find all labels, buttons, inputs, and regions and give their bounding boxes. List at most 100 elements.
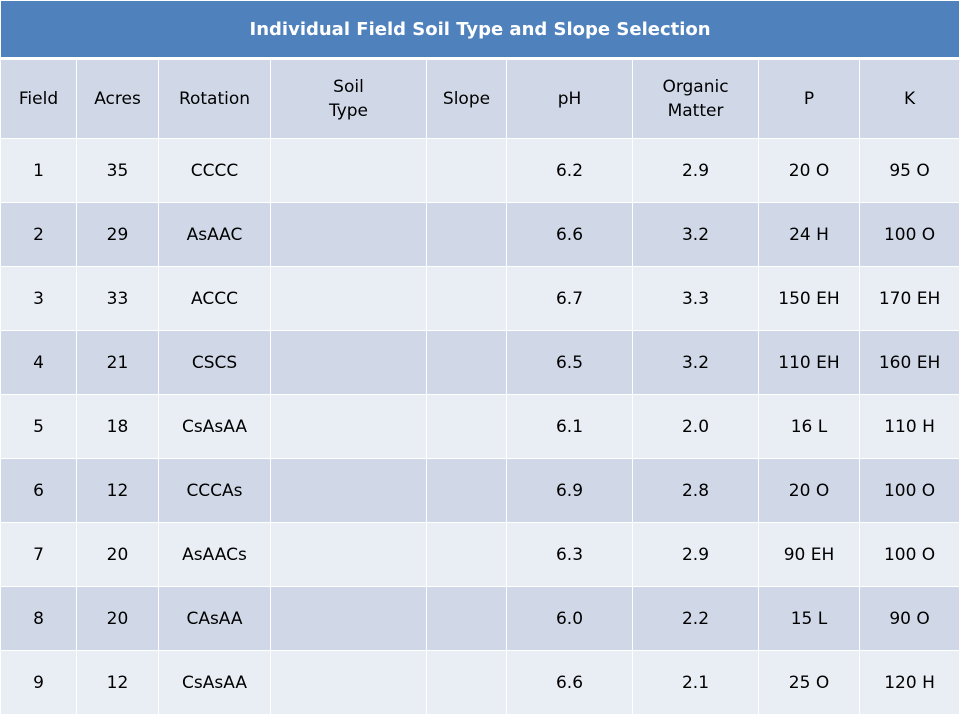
cell-p: 16 L bbox=[758, 394, 860, 459]
table-row: 8 20 CAsAA 6.0 2.2 15 L 90 O bbox=[0, 586, 960, 651]
cell-ph: 6.1 bbox=[506, 394, 633, 459]
cell-soil-type bbox=[270, 202, 427, 267]
cell-rotation: CAsAA bbox=[158, 586, 271, 651]
header-field: Field bbox=[0, 58, 77, 139]
cell-acres: 12 bbox=[76, 458, 159, 523]
cell-organic-matter: 3.2 bbox=[632, 330, 759, 395]
table-title-row: Individual Field Soil Type and Slope Sel… bbox=[0, 0, 960, 60]
cell-organic-matter: 2.9 bbox=[632, 138, 759, 203]
cell-rotation: CCCAs bbox=[158, 458, 271, 523]
header-soil-type: Soil Type bbox=[270, 58, 427, 139]
cell-slope bbox=[426, 458, 507, 523]
cell-p: 150 EH bbox=[758, 266, 860, 331]
cell-slope bbox=[426, 522, 507, 587]
cell-k: 90 O bbox=[858, 586, 960, 651]
header-k: K bbox=[858, 58, 960, 139]
table-row: 6 12 CCCAs 6.9 2.8 20 O 100 O bbox=[0, 458, 960, 523]
cell-organic-matter: 2.1 bbox=[632, 650, 759, 715]
cell-acres: 21 bbox=[76, 330, 159, 395]
cell-soil-type bbox=[270, 330, 427, 395]
cell-slope bbox=[426, 266, 507, 331]
table-title: Individual Field Soil Type and Slope Sel… bbox=[0, 0, 960, 60]
cell-slope bbox=[426, 330, 507, 395]
header-ph: pH bbox=[506, 58, 633, 139]
cell-ph: 6.3 bbox=[506, 522, 633, 587]
cell-rotation: AsAACs bbox=[158, 522, 271, 587]
cell-soil-type bbox=[270, 458, 427, 523]
header-slope: Slope bbox=[426, 58, 507, 139]
cell-slope bbox=[426, 586, 507, 651]
cell-organic-matter: 3.2 bbox=[632, 202, 759, 267]
cell-p: 110 EH bbox=[758, 330, 860, 395]
cell-k: 160 EH bbox=[858, 330, 960, 395]
header-acres: Acres bbox=[76, 58, 159, 139]
cell-k: 110 H bbox=[858, 394, 960, 459]
cell-ph: 6.6 bbox=[506, 202, 633, 267]
cell-field: 9 bbox=[0, 650, 77, 715]
cell-organic-matter: 2.0 bbox=[632, 394, 759, 459]
cell-k: 100 O bbox=[858, 522, 960, 587]
cell-slope bbox=[426, 394, 507, 459]
cell-acres: 12 bbox=[76, 650, 159, 715]
header-p: P bbox=[758, 58, 860, 139]
cell-rotation: CsAsAA bbox=[158, 394, 271, 459]
cell-ph: 6.6 bbox=[506, 650, 633, 715]
cell-field: 6 bbox=[0, 458, 77, 523]
cell-k: 170 EH bbox=[858, 266, 960, 331]
cell-slope bbox=[426, 650, 507, 715]
cell-ph: 6.9 bbox=[506, 458, 633, 523]
cell-soil-type bbox=[270, 394, 427, 459]
cell-ph: 6.5 bbox=[506, 330, 633, 395]
cell-field: 7 bbox=[0, 522, 77, 587]
cell-k: 120 H bbox=[858, 650, 960, 715]
cell-acres: 35 bbox=[76, 138, 159, 203]
header-organic-matter: Organic Matter bbox=[632, 58, 759, 139]
cell-acres: 33 bbox=[76, 266, 159, 331]
cell-k: 100 O bbox=[858, 202, 960, 267]
cell-field: 5 bbox=[0, 394, 77, 459]
cell-p: 24 H bbox=[758, 202, 860, 267]
cell-acres: 20 bbox=[76, 586, 159, 651]
cell-k: 95 O bbox=[858, 138, 960, 203]
cell-organic-matter: 2.2 bbox=[632, 586, 759, 651]
cell-acres: 20 bbox=[76, 522, 159, 587]
cell-field: 2 bbox=[0, 202, 77, 267]
cell-p: 25 O bbox=[758, 650, 860, 715]
cell-p: 90 EH bbox=[758, 522, 860, 587]
cell-ph: 6.0 bbox=[506, 586, 633, 651]
cell-acres: 29 bbox=[76, 202, 159, 267]
cell-ph: 6.2 bbox=[506, 138, 633, 203]
cell-rotation: CsAsAA bbox=[158, 650, 271, 715]
table-row: 7 20 AsAACs 6.3 2.9 90 EH 100 O bbox=[0, 522, 960, 587]
cell-field: 4 bbox=[0, 330, 77, 395]
cell-field: 8 bbox=[0, 586, 77, 651]
cell-soil-type bbox=[270, 522, 427, 587]
header-rotation: Rotation bbox=[158, 58, 271, 139]
cell-field: 3 bbox=[0, 266, 77, 331]
cell-k: 100 O bbox=[858, 458, 960, 523]
cell-slope bbox=[426, 202, 507, 267]
cell-soil-type bbox=[270, 650, 427, 715]
cell-field: 1 bbox=[0, 138, 77, 203]
table-row: 2 29 AsAAC 6.6 3.2 24 H 100 O bbox=[0, 202, 960, 267]
cell-organic-matter: 3.3 bbox=[632, 266, 759, 331]
table-row: 4 21 CSCS 6.5 3.2 110 EH 160 EH bbox=[0, 330, 960, 395]
table-row: 3 33 ACCC 6.7 3.3 150 EH 170 EH bbox=[0, 266, 960, 331]
cell-acres: 18 bbox=[76, 394, 159, 459]
cell-slope bbox=[426, 138, 507, 203]
cell-p: 20 O bbox=[758, 458, 860, 523]
table-row: 5 18 CsAsAA 6.1 2.0 16 L 110 H bbox=[0, 394, 960, 459]
cell-rotation: CCCC bbox=[158, 138, 271, 203]
cell-p: 15 L bbox=[758, 586, 860, 651]
cell-ph: 6.7 bbox=[506, 266, 633, 331]
cell-rotation: ACCC bbox=[158, 266, 271, 331]
cell-rotation: AsAAC bbox=[158, 202, 271, 267]
table-header-row: Field Acres Rotation Soil Type Slope pH O… bbox=[0, 58, 960, 139]
cell-organic-matter: 2.9 bbox=[632, 522, 759, 587]
cell-organic-matter: 2.8 bbox=[632, 458, 759, 523]
cell-p: 20 O bbox=[758, 138, 860, 203]
cell-rotation: CSCS bbox=[158, 330, 271, 395]
